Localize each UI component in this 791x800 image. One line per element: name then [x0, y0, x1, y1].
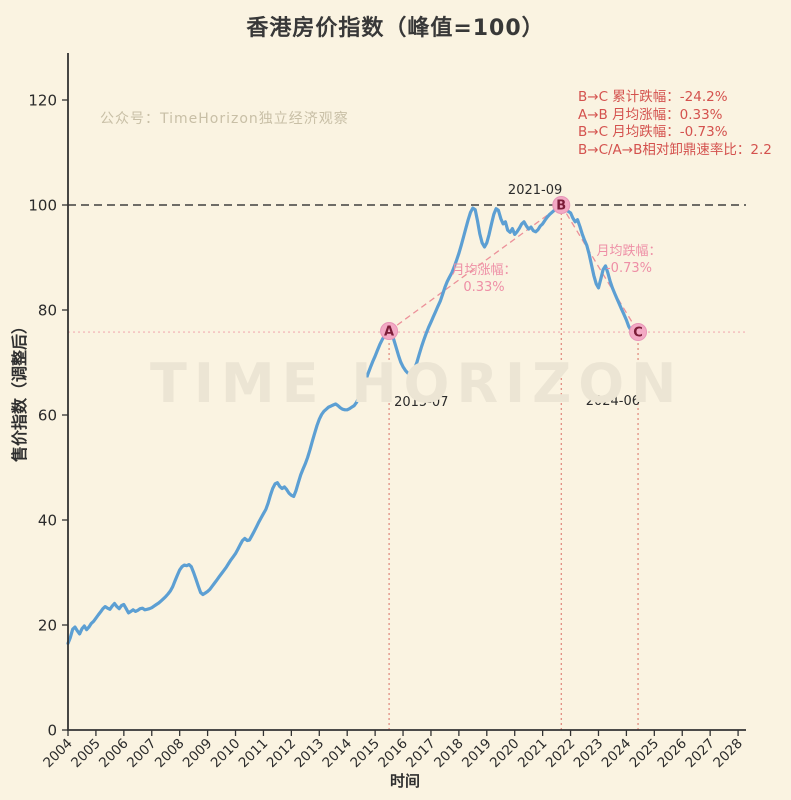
- y-tick-label-0: 0: [47, 722, 57, 740]
- x-tick-label-2018: 2018: [431, 736, 467, 772]
- marker-date-C: 2024-06: [586, 394, 640, 409]
- x-tick-label-2021: 2021: [515, 736, 551, 772]
- marker-date-B: 2021-09: [508, 183, 562, 198]
- stat-relative-ratio: B→C/A→B相对卸鼎速率比：2.2: [578, 141, 772, 158]
- stats-annotation: B→C 累计跌幅：-24.2% A→B 月均涨幅：0.33% B→C 月均跌幅：…: [578, 89, 772, 159]
- y-tick-label-60: 60: [38, 407, 57, 425]
- y-tick-label-100: 100: [28, 197, 57, 215]
- x-tick-label-2006: 2006: [96, 736, 132, 772]
- marker-B: [552, 196, 571, 214]
- trend-line-AB: [388, 204, 562, 332]
- y-tick-label-40: 40: [38, 512, 57, 530]
- wechat-watermark: 公众号：TimeHorizon独立经济观察: [100, 111, 349, 127]
- x-tick-label-2004: 2004: [40, 736, 76, 772]
- fall-rate-annotation: 月均跌幅： -0.73%: [596, 243, 661, 277]
- time-horizon-watermark: TIME HORIZON: [150, 352, 684, 415]
- stat-monthly-drop: B→C 月均跌幅：-0.73%: [578, 124, 728, 140]
- x-tick-label-2024: 2024: [599, 736, 635, 772]
- x-tick-label-2026: 2026: [654, 736, 690, 772]
- fall-rate-label: 月均跌幅：: [596, 244, 662, 259]
- y-axis-title: 售价指数（调整后）: [10, 317, 29, 463]
- x-tick-label-2014: 2014: [319, 736, 355, 772]
- price-line: [66, 203, 640, 645]
- marker-letter-B: B: [556, 199, 566, 214]
- chart-title: 香港房价指数（峰值=100）: [246, 16, 545, 41]
- x-tick-label-2009: 2009: [180, 736, 216, 772]
- x-tick-label-2007: 2007: [124, 736, 160, 772]
- marker-letter-A: A: [384, 325, 394, 340]
- stat-monthly-rise: A→B 月均涨幅：0.33%: [578, 106, 723, 123]
- trend-line-BC: [560, 204, 639, 333]
- y-tick-label-80: 80: [38, 302, 57, 320]
- stat-cumulative-drop: B→C 累计跌幅：-24.2%: [578, 89, 728, 105]
- x-tick-label-2008: 2008: [152, 736, 188, 772]
- x-tick-label-2019: 2019: [459, 736, 495, 772]
- marker-A: [380, 322, 399, 340]
- y-tick-label-120: 120: [28, 92, 57, 110]
- x-tick-label-2011: 2011: [236, 736, 272, 772]
- x-tick-label-2027: 2027: [682, 736, 718, 772]
- rise-rate-value: 0.33%: [463, 280, 505, 295]
- x-tick-label-2028: 2028: [710, 736, 746, 772]
- x-tick-label-2015: 2015: [347, 736, 383, 772]
- x-tick-label-2012: 2012: [264, 736, 300, 772]
- x-tick-label-2022: 2022: [543, 736, 579, 772]
- x-tick-label-2010: 2010: [208, 736, 244, 772]
- x-tick-label-2016: 2016: [375, 736, 411, 772]
- marker-C: [629, 323, 648, 342]
- x-tick-label-2025: 2025: [627, 736, 663, 772]
- y-tick-label-20: 20: [38, 617, 57, 635]
- x-tick-label-2005: 2005: [68, 736, 104, 772]
- marker-letter-C: C: [633, 326, 643, 341]
- rise-rate-annotation: 月均涨幅： 0.33%: [451, 262, 516, 296]
- marker-date-A: 2015-07: [394, 395, 448, 410]
- rise-rate-label: 月均涨幅：: [451, 263, 517, 278]
- x-tick-label-2020: 2020: [487, 736, 523, 772]
- x-tick-label-2013: 2013: [291, 736, 327, 772]
- fall-rate-value: -0.73%: [605, 261, 652, 276]
- x-axis-title: 时间: [389, 772, 420, 790]
- x-tick-label-2023: 2023: [571, 736, 607, 772]
- x-tick-label-2017: 2017: [403, 736, 439, 772]
